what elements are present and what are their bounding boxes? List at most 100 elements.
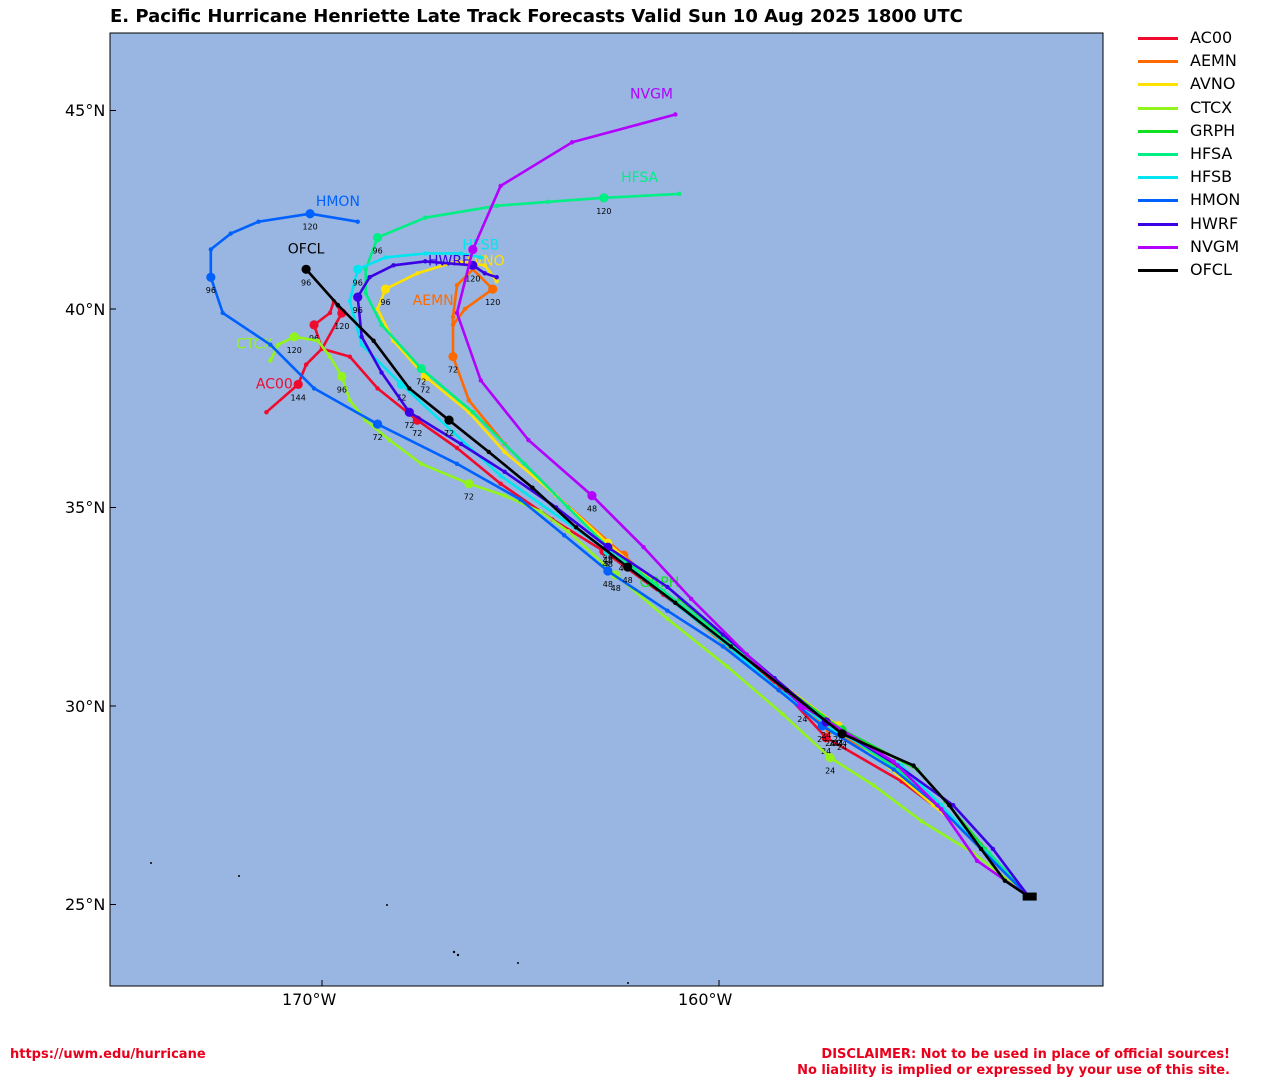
track-point: [720, 644, 726, 649]
track-point: [387, 437, 392, 443]
forecast-hour-label: 24: [821, 747, 831, 756]
track-point: [947, 803, 952, 808]
legend-line: [1138, 268, 1178, 272]
track-point: [891, 767, 896, 772]
legend-label: AVNO: [1190, 74, 1236, 94]
forecast-hour-label: 48: [603, 580, 613, 589]
track-point: [538, 509, 543, 514]
forecast-hour-label: 48: [603, 560, 613, 569]
track-major-point: [372, 419, 383, 429]
track-line: [364, 192, 1030, 898]
forecast-hour-label: 72: [464, 493, 474, 502]
lat-label-40: 40°N: [65, 300, 106, 319]
track-point: [518, 497, 523, 502]
track-point: [689, 596, 694, 602]
track-major-point: [468, 244, 478, 255]
forecast-hour-label: 24: [837, 743, 847, 752]
track-major-point: [587, 490, 597, 501]
track-major-point: [301, 264, 311, 274]
track-point: [498, 473, 503, 478]
track-point: [891, 759, 896, 764]
track-point: [315, 338, 321, 343]
track-point: [546, 199, 551, 205]
track-point: [454, 445, 460, 451]
track-point: [458, 441, 464, 447]
track-major-point: [825, 753, 835, 763]
forecast-hour-label: 24: [825, 767, 835, 776]
track-point: [327, 310, 333, 316]
track-point: [478, 255, 483, 260]
track-point: [276, 342, 281, 347]
track-point: [347, 398, 352, 403]
track-point: [367, 275, 372, 280]
track-point: [470, 410, 476, 415]
track-point: [220, 310, 225, 316]
track-point: [530, 485, 535, 490]
track-major-point: [603, 566, 613, 576]
track-major-point: [337, 371, 347, 382]
forecast-hour-label: 72: [420, 385, 430, 394]
track-point: [355, 219, 360, 224]
track-point: [744, 652, 749, 657]
axis-ticks: [110, 110, 720, 986]
forecast-hour-label: 120: [334, 322, 349, 331]
forecast-hour-label: 24: [833, 735, 843, 744]
forecast-hour-label: 24: [825, 739, 835, 748]
track-major-point: [404, 407, 414, 417]
track-point: [784, 687, 789, 693]
track-point: [268, 342, 273, 347]
forecast-hour-label: 72: [396, 393, 406, 402]
forecast-hour-label: 24: [821, 731, 831, 740]
track-point: [522, 461, 527, 467]
track-point: [919, 818, 924, 824]
track-point: [494, 275, 499, 280]
track-name-label: NVGM: [630, 87, 673, 103]
forecast-hour-label: 72: [372, 433, 382, 442]
forecast-hour-label: 72: [444, 429, 454, 438]
forecast-hour-label: 144: [291, 393, 306, 402]
track-name-label: AEMN: [413, 293, 454, 309]
forecast-hour-label: 96: [301, 278, 311, 287]
track-ofcl: 24 48 72 96 OFCL: [288, 241, 1031, 899]
legend-label: NVGM: [1190, 236, 1240, 256]
track-point: [494, 203, 499, 208]
track-point: [383, 255, 388, 260]
track-point: [641, 545, 646, 550]
legend-label: GRPH: [1190, 120, 1236, 140]
footer-disclaimer: DISCLAIMER: Not to be used in place of o…: [797, 1047, 1230, 1079]
forecast-hour-label: 24: [837, 739, 847, 748]
track-major-point: [293, 379, 303, 390]
legend-label: HWRF: [1190, 213, 1239, 233]
forecast-hour-label: 48: [603, 556, 613, 565]
forecast-hour-label: 96: [309, 334, 319, 343]
track-major-point: [289, 332, 299, 342]
legend-label: HMON: [1190, 190, 1241, 210]
track-point: [363, 290, 368, 296]
track-point: [347, 298, 352, 304]
track-point: [677, 191, 682, 197]
track-point: [724, 664, 730, 669]
forecast-hour-label: 120: [485, 298, 500, 307]
track-major-point: [837, 729, 847, 739]
track-point: [561, 533, 567, 538]
track-major-point: [599, 193, 609, 203]
track-point: [498, 481, 503, 486]
forecast-hour-label: 24: [833, 739, 843, 748]
track-point: [951, 803, 956, 808]
track-line: [305, 268, 1030, 898]
forecast-hour-label: 48: [587, 505, 597, 514]
track-point: [482, 271, 487, 276]
track-point: [665, 608, 670, 613]
legend-line: [1138, 106, 1178, 110]
track-point: [974, 858, 980, 864]
legend-line: [1138, 245, 1178, 249]
track-major-point: [206, 272, 216, 282]
legend-line: [1138, 60, 1178, 64]
track-point: [494, 279, 499, 284]
legend-line: [1138, 199, 1178, 203]
track-major-point: [353, 292, 363, 302]
forecast-hour-label: 96: [337, 385, 347, 394]
forecast-hour-label: 24: [797, 715, 807, 724]
